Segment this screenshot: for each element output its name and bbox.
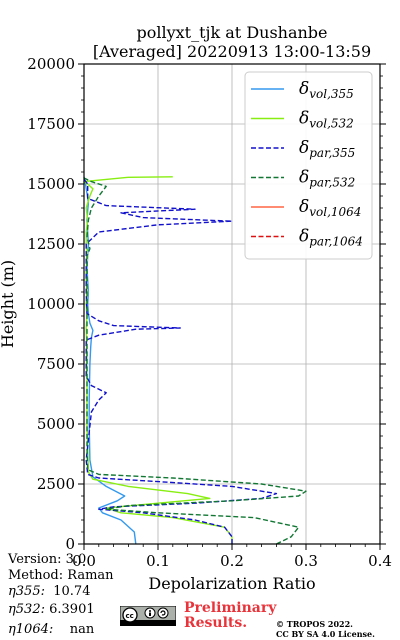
y-axis-label: Height (m) [0,260,17,348]
eta1064-value: nan [69,622,95,637]
eta355-row: η355: 10.74 [8,584,90,600]
copyright-line1: © TROPOS 2022. [276,619,353,629]
y-tick-label: 17500 [27,115,75,133]
y-tick-label: 20000 [27,55,75,73]
x-axis-label: Depolarization Ratio [148,574,315,593]
legend-label: δvol,1064 [299,197,361,219]
x-tick-label: 0.2 [220,552,244,570]
legend-label: δvol,355 [299,79,354,101]
chart-title-line1: pollyxt_tjk at Dushanbe [136,23,327,42]
eta1064-row: η1064: nan [8,622,94,638]
svg-text:cc: cc [126,612,134,620]
preliminary-line2: Results. [184,615,248,631]
method-text: Method: Raman [8,568,114,583]
series-layer [83,176,307,545]
tick-layer: 0.0 0.1 0.2 0.3 0.4 0 2500 5000 7500 10000 12500 15… [27,55,392,570]
eta355-label: η355: [8,584,45,599]
series-line-par-532 [83,177,307,545]
chart-title-line2: [Averaged] 20220913 13:00-13:59 [93,42,371,61]
legend-label: δpar,532 [299,168,355,190]
version-text: Version: 3.0 [8,552,87,567]
legend-label: δvol,532 [299,109,354,131]
y-tick-label: 7500 [37,355,75,373]
cc-by-sa-icon: cc [120,606,176,626]
copyright-line2: CC BY SA 4.0 License. [276,629,375,639]
x-tick-label: 0.3 [294,552,318,570]
x-tick-label: 0.1 [146,552,170,570]
copyright-notice: © TROPOS 2022. CC BY SA 4.0 License. [276,619,375,639]
eta532-value: 6.3901 [49,602,95,617]
x-tick-label: 0.4 [368,552,392,570]
eta532-row: η532: 6.3901 [8,602,95,618]
x-tick-label: 0.0 [72,552,96,570]
series-line-vol-355 [83,176,137,545]
y-tick-label: 12500 [27,235,75,253]
legend-label: δpar,1064 [299,227,363,249]
y-tick-label: 15000 [27,175,75,193]
y-tick-label: 5000 [37,415,75,433]
preliminary-line1: Preliminary [184,600,277,616]
eta532-label: η532: [8,602,45,617]
legend-label: δpar,355 [299,138,355,160]
eta1064-label: η1064: [8,622,54,637]
eta355-value: 10.74 [53,584,91,599]
y-tick-label: 10000 [27,295,75,313]
y-tick-label: 0 [65,535,75,553]
y-tick-label: 2500 [37,475,75,493]
legend: δvol,355 δvol,532 δpar,355 δpar,532 δvol,106… [244,71,373,260]
preliminary-notice: Preliminary Results. [184,601,276,631]
